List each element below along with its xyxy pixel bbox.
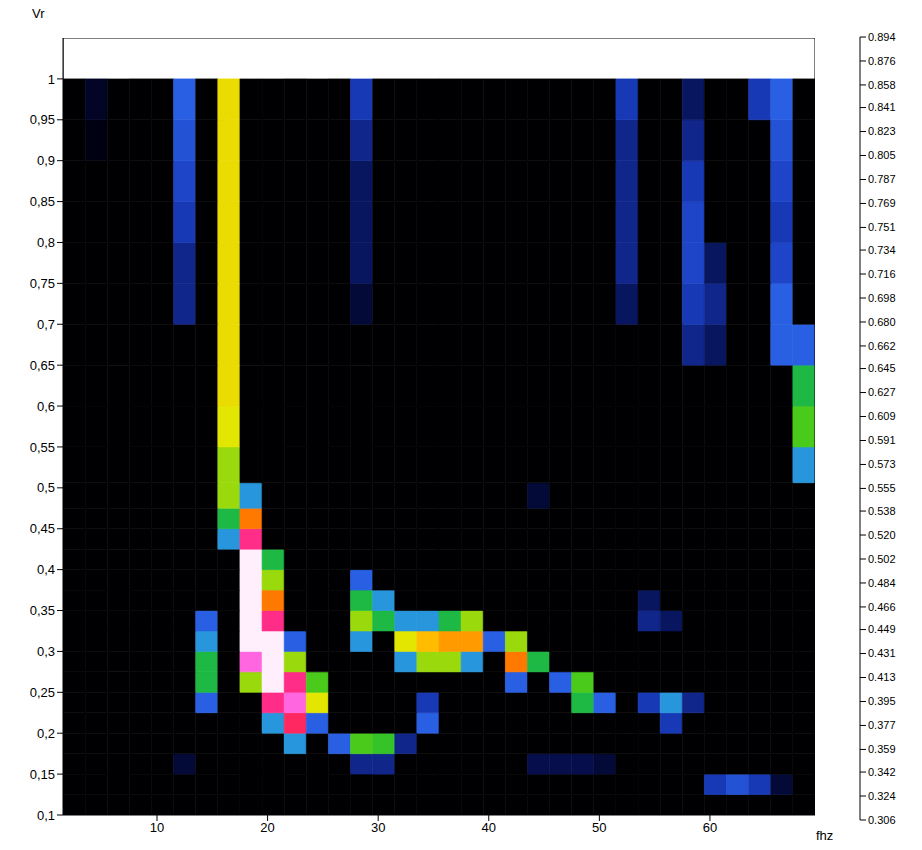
svg-text:0.662: 0.662 [868,340,896,352]
svg-text:0.359: 0.359 [868,743,896,755]
svg-text:0.324: 0.324 [868,790,896,802]
svg-text:0,5: 0,5 [37,480,55,495]
svg-text:0.573: 0.573 [868,458,896,470]
svg-text:0.591: 0.591 [868,434,896,446]
svg-text:0,65: 0,65 [30,358,55,373]
svg-text:0,35: 0,35 [30,603,55,618]
svg-text:0.342: 0.342 [868,766,896,778]
svg-text:0.841: 0.841 [868,101,896,113]
svg-text:0,6: 0,6 [37,399,55,414]
svg-text:0.769: 0.769 [868,197,896,209]
svg-text:0,8: 0,8 [37,235,55,250]
svg-text:0.520: 0.520 [868,529,896,541]
svg-text:0,15: 0,15 [30,767,55,782]
svg-text:0,4: 0,4 [37,562,55,577]
svg-text:0,2: 0,2 [37,726,55,741]
svg-text:0.449: 0.449 [868,623,896,635]
svg-text:0.466: 0.466 [868,601,896,613]
svg-text:0.716: 0.716 [868,268,896,280]
svg-text:0.805: 0.805 [868,149,896,161]
svg-text:0,9: 0,9 [37,153,55,168]
svg-text:10: 10 [150,820,164,835]
svg-text:0.484: 0.484 [868,577,896,589]
svg-text:0.538: 0.538 [868,505,896,517]
svg-text:0.431: 0.431 [868,647,896,659]
svg-text:20: 20 [260,820,274,835]
svg-text:0,25: 0,25 [30,685,55,700]
svg-text:0,55: 0,55 [30,440,55,455]
svg-text:0.858: 0.858 [868,79,896,91]
svg-text:0.680: 0.680 [868,316,896,328]
svg-text:0.377: 0.377 [868,719,896,731]
svg-text:30: 30 [371,820,385,835]
svg-text:0,45: 0,45 [30,521,55,536]
svg-text:0.555: 0.555 [868,482,896,494]
svg-text:0.306: 0.306 [868,814,896,826]
svg-text:0.894: 0.894 [868,31,896,43]
svg-text:60: 60 [703,820,717,835]
svg-text:0.609: 0.609 [868,410,896,422]
svg-text:0.413: 0.413 [868,671,896,683]
html-text:fhz: fhz [816,828,834,843]
html-text:Vr: Vr [32,6,45,21]
svg-text:0,7: 0,7 [37,317,55,332]
svg-text:0.627: 0.627 [868,386,896,398]
svg-text:0.787: 0.787 [868,173,896,185]
svg-text:0,95: 0,95 [30,112,55,127]
svg-text:0,75: 0,75 [30,276,55,291]
svg-text:40: 40 [482,820,496,835]
svg-text:50: 50 [592,820,606,835]
svg-text:0.395: 0.395 [868,695,896,707]
svg-text:1: 1 [48,72,55,87]
svg-text:0.751: 0.751 [868,221,896,233]
svg-text:0.876: 0.876 [868,55,896,67]
svg-text:0.698: 0.698 [868,292,896,304]
svg-text:0,3: 0,3 [37,644,55,659]
svg-text:0,1: 0,1 [37,808,55,823]
svg-text:0.823: 0.823 [868,125,896,137]
svg-text:0.502: 0.502 [868,553,896,565]
svg-text:0.645: 0.645 [868,362,896,374]
svg-text:0.734: 0.734 [868,244,896,256]
svg-text:0,85: 0,85 [30,194,55,209]
